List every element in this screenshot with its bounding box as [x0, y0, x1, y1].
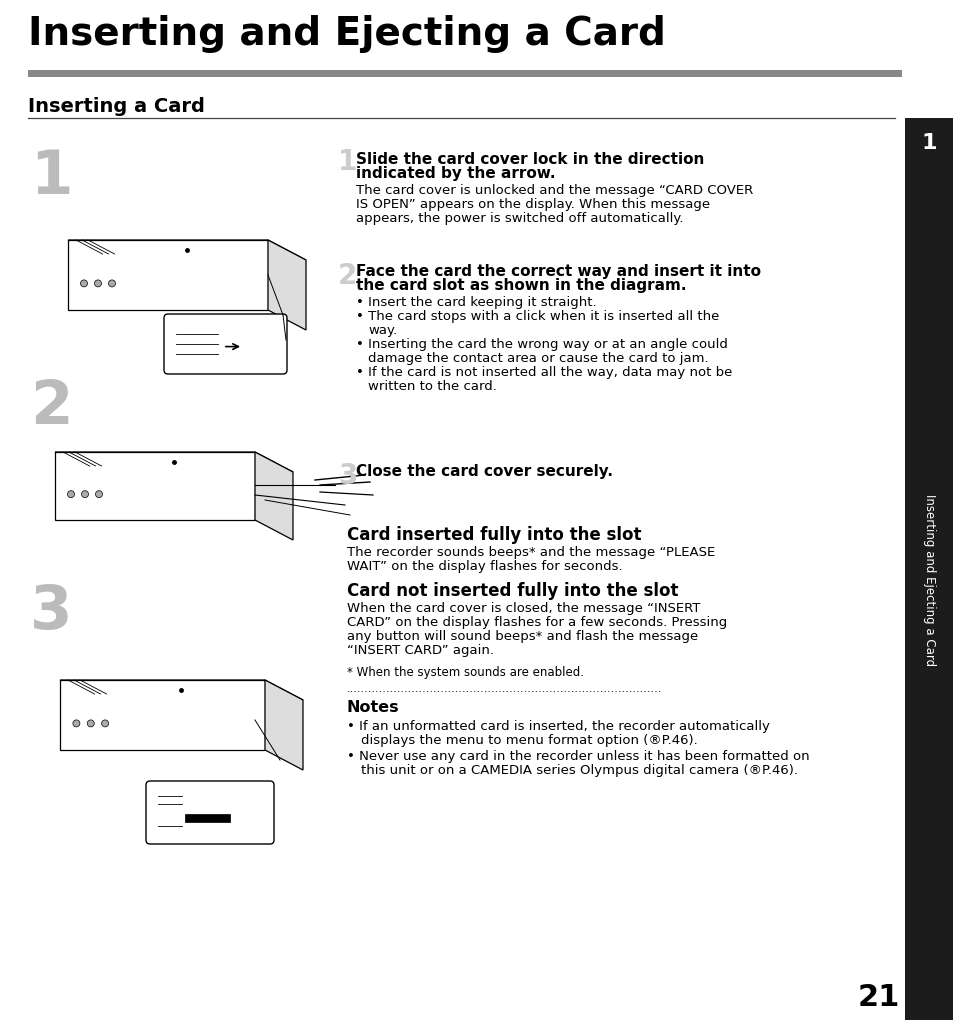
Text: Face the card the correct way and insert it into: Face the card the correct way and insert…	[355, 264, 760, 279]
Circle shape	[81, 491, 89, 498]
Bar	[28, 69, 901, 77]
Bar	[185, 814, 230, 822]
Bar	[904, 120, 953, 1020]
Text: The recorder sounds beeps* and the message “PLEASE: The recorder sounds beeps* and the messa…	[347, 546, 715, 559]
Text: WAIT” on the display flashes for seconds.: WAIT” on the display flashes for seconds…	[347, 560, 622, 573]
Text: Inserting and Ejecting a Card: Inserting and Ejecting a Card	[28, 15, 665, 53]
Text: • Never use any card in the recorder unless it has been formatted on: • Never use any card in the recorder unl…	[347, 750, 809, 763]
Polygon shape	[68, 240, 306, 260]
Text: damage the contact area or cause the card to jam.: damage the contact area or cause the car…	[368, 352, 708, 365]
Polygon shape	[60, 680, 265, 750]
Text: Slide the card cover lock in the direction: Slide the card cover lock in the directi…	[355, 152, 703, 167]
Text: “INSERT CARD” again.: “INSERT CARD” again.	[347, 644, 494, 657]
Text: CARD” on the display flashes for a few seconds. Pressing: CARD” on the display flashes for a few s…	[347, 616, 726, 629]
Text: • If the card is not inserted all the way, data may not be: • If the card is not inserted all the wa…	[355, 366, 732, 379]
Text: written to the card.: written to the card.	[368, 380, 497, 393]
Text: 3: 3	[337, 462, 357, 490]
Text: When the card cover is closed, the message “INSERT: When the card cover is closed, the messa…	[347, 602, 700, 615]
Text: the card slot as shown in the diagram.: the card slot as shown in the diagram.	[355, 278, 686, 293]
Text: IS OPEN” appears on the display. When this message: IS OPEN” appears on the display. When th…	[355, 198, 709, 211]
Polygon shape	[60, 680, 303, 700]
Circle shape	[94, 280, 101, 287]
Text: • Insert the card keeping it straight.: • Insert the card keeping it straight.	[355, 296, 596, 309]
Polygon shape	[68, 240, 268, 310]
Text: 3: 3	[30, 583, 72, 642]
Text: 1: 1	[337, 148, 356, 176]
Text: Card inserted fully into the slot: Card inserted fully into the slot	[347, 526, 640, 544]
Polygon shape	[55, 452, 293, 472]
Circle shape	[101, 719, 109, 727]
Text: appears, the power is switched off automatically.: appears, the power is switched off autom…	[355, 212, 682, 225]
Text: 1: 1	[921, 133, 936, 153]
Text: 2: 2	[337, 262, 357, 290]
Circle shape	[87, 719, 94, 727]
Circle shape	[80, 280, 88, 287]
Text: Notes: Notes	[347, 700, 399, 715]
Text: this unit or on a CAMEDIA series Olympus digital camera (®P.46).: this unit or on a CAMEDIA series Olympus…	[360, 764, 797, 777]
Circle shape	[109, 280, 115, 287]
Text: The card cover is unlocked and the message “CARD COVER: The card cover is unlocked and the messa…	[355, 184, 753, 197]
Text: way.: way.	[368, 324, 396, 337]
Text: • If an unformatted card is inserted, the recorder automatically: • If an unformatted card is inserted, th…	[347, 721, 769, 733]
Circle shape	[68, 491, 74, 498]
Circle shape	[95, 491, 102, 498]
Text: • The card stops with a click when it is inserted all the: • The card stops with a click when it is…	[355, 310, 719, 323]
Text: * When the system sounds are enabled.: * When the system sounds are enabled.	[347, 666, 583, 679]
Text: Inserting and Ejecting a Card: Inserting and Ejecting a Card	[923, 494, 935, 666]
Text: Inserting a Card: Inserting a Card	[28, 97, 205, 117]
Bar	[904, 118, 953, 152]
Polygon shape	[254, 452, 293, 540]
Text: displays the menu to menu format option (®P.46).: displays the menu to menu format option …	[360, 734, 697, 747]
Text: Card not inserted fully into the slot: Card not inserted fully into the slot	[347, 582, 678, 600]
FancyBboxPatch shape	[164, 314, 287, 374]
Text: Close the card cover securely.: Close the card cover securely.	[355, 464, 613, 479]
Text: indicated by the arrow.: indicated by the arrow.	[355, 166, 555, 181]
Text: any button will sound beeps* and flash the message: any button will sound beeps* and flash t…	[347, 630, 698, 643]
FancyBboxPatch shape	[146, 781, 274, 844]
Text: 1: 1	[30, 148, 72, 207]
Text: 21: 21	[857, 983, 899, 1012]
Polygon shape	[265, 680, 303, 770]
Text: 2: 2	[30, 378, 72, 437]
Text: ................................................................................: ........................................…	[347, 684, 661, 694]
Polygon shape	[268, 240, 306, 330]
Circle shape	[72, 719, 80, 727]
Text: • Inserting the card the wrong way or at an angle could: • Inserting the card the wrong way or at…	[355, 338, 727, 351]
Polygon shape	[55, 452, 254, 520]
